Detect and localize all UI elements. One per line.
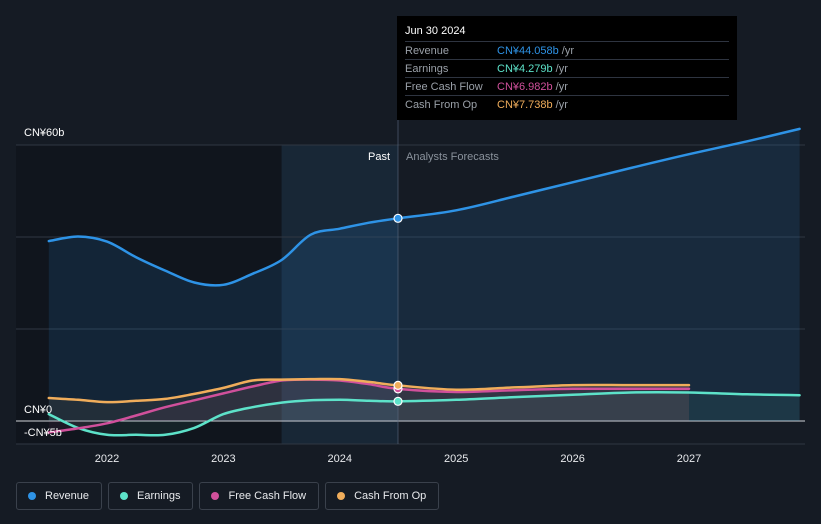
tooltip-value: CN¥4.279b [497,62,553,75]
legend-dot-icon [120,492,129,500]
tooltip-unit: /yr [561,44,575,57]
legend-dot-icon [337,492,346,500]
legend-item-cash-from-op[interactable]: Cash From Op [325,482,440,510]
legend-item-revenue[interactable]: Revenue [16,482,103,510]
series-area-earnings [48,392,800,436]
legend-item-earnings[interactable]: Earnings [108,482,194,510]
highlight-region [281,145,398,444]
series-line-revenue [47,127,801,287]
tooltip-row-revenue: Revenue CN¥44.058b /yr [405,41,729,59]
series-line-cash-from-op [47,377,691,404]
legend-dot-icon [28,492,36,500]
legend-item-free-cash-flow[interactable]: Free Cash Flow [199,482,320,510]
y-tick-label: CN¥60b [24,127,64,139]
marker-cash-from-op [393,380,403,391]
tooltip-label: Earnings [405,62,449,75]
tooltip-row-free-cash-flow: Free Cash Flow CN¥6.982b /yr [405,77,729,95]
legend-label: Revenue [45,490,90,502]
marker-earnings [393,396,403,406]
x-tick-label: 2022 [95,453,119,465]
x-tick-label: 2027 [677,453,701,465]
x-tick-label: 2026 [560,453,584,465]
tooltip-row-earnings: Earnings CN¥4.279b /yr [405,59,729,77]
legend-dot-icon [211,492,220,500]
legend-label: Free Cash Flow [228,490,307,502]
tooltip-unit: /yr [555,62,568,75]
marker-revenue [393,213,403,223]
series-area-free-cash-flow [48,379,690,433]
x-tick-label: 2025 [444,453,468,465]
series-line-earnings [47,390,801,437]
series-area-revenue [48,128,800,421]
forecast-label: Analysts Forecasts [406,151,499,163]
tooltip-unit: /yr [555,80,568,93]
y-tick-label: -CN¥5b [24,427,62,439]
tooltip-label: Revenue [405,44,450,57]
tooltip-value: CN¥44.058b [497,44,559,57]
tooltip-unit: /yr [555,98,568,111]
tooltip-row-cash-from-op: Cash From Op CN¥7.738b /yr [405,95,729,113]
x-tick-label: 2023 [211,453,235,465]
past-label: Past [368,151,390,163]
tooltip-label: Cash From Op [405,98,478,111]
legend-label: Cash From Op [354,490,427,502]
chart-area: Past Analysts Forecasts CN¥60b CN¥0 -CN¥5b 20… [16,120,805,465]
legend: Revenue Earnings Free Cash Flow Cash Fro… [16,482,440,510]
tooltip: Jun 30 2024 Revenue CN¥44.058b /yr Earni… [397,16,737,120]
y-tick-label: CN¥0 [24,404,52,416]
x-tick-label: 2024 [328,453,352,465]
tooltip-value: CN¥6.982b [497,80,553,93]
legend-label: Earnings [137,490,181,502]
tooltip-label: Free Cash Flow [405,80,483,93]
tooltip-date: Jun 30 2024 [405,25,466,37]
tooltip-value: CN¥7.738b [497,98,553,111]
